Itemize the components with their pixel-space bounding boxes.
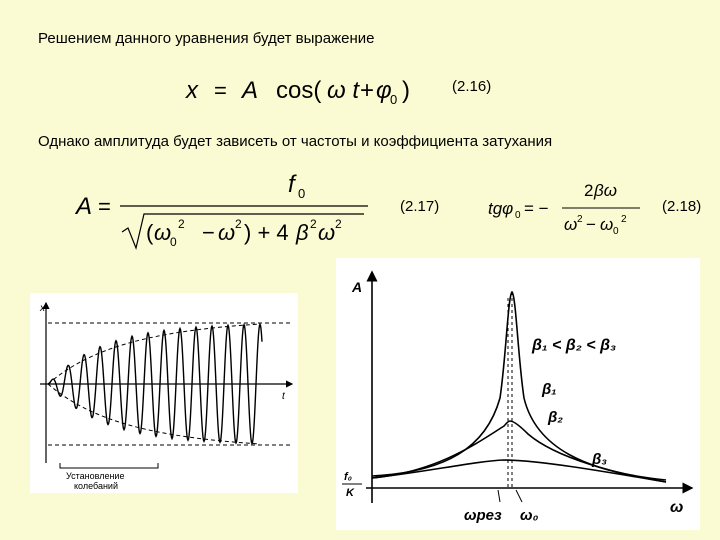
svg-text:) + 4: ) + 4 xyxy=(244,220,289,245)
omega0-pointer xyxy=(515,489,523,503)
svg-text:−: − xyxy=(586,215,596,234)
upper-envelope xyxy=(47,323,261,385)
svg-text:tgφ: tgφ xyxy=(488,199,513,218)
svg-text:2: 2 xyxy=(235,217,242,231)
f0-over-k-top: f₀ xyxy=(344,471,352,483)
equation-2-16-label: (2.16) xyxy=(452,78,492,95)
svg-text:x: x xyxy=(185,77,199,104)
a-axis-label: A xyxy=(351,279,362,295)
svg-text:ω: ω xyxy=(318,220,335,245)
svg-text:2: 2 xyxy=(577,214,583,225)
svg-text:(: ( xyxy=(146,220,154,245)
equation-2-17: A = f 0 ( ω 0 2 − ω 2 ) + 4 β 2 ω 2 xyxy=(74,168,374,252)
resonance-curves-plot: A ω β₁ < β₂ < β₃ β₁ β₂ β₃ ωрез ω₀ f₀ K xyxy=(342,270,694,524)
svg-text:= −: = − xyxy=(524,199,549,218)
equation-2-16: x = A cos( ω t + φ 0 ) xyxy=(180,70,440,110)
svg-text:2: 2 xyxy=(584,181,593,200)
oscillation-buildup-graph: x t Установление колебаний xyxy=(30,293,298,493)
svg-text:ω: ω xyxy=(600,215,613,234)
equation-2-18-label: (2.18) xyxy=(662,198,702,215)
equation-2-18-formula: tgφ 0 = − 2 βω ω 2 − ω 0 2 xyxy=(488,181,640,237)
beta3-label: β₃ xyxy=(591,451,607,468)
x-axis-label: x xyxy=(39,303,46,314)
equation-2-17-label: (2.17) xyxy=(400,198,440,215)
beta1-label: β₁ xyxy=(541,381,557,398)
svg-text:ω t: ω t xyxy=(327,77,360,104)
omega0-label: ω₀ xyxy=(520,507,539,524)
svg-text:φ: φ xyxy=(376,77,392,104)
curve-beta1 xyxy=(371,290,667,481)
svg-text:βω: βω xyxy=(593,181,617,200)
svg-text:2: 2 xyxy=(335,217,342,231)
omega-res-label: ωрез xyxy=(464,507,502,524)
svg-text:=: = xyxy=(98,194,111,219)
caption-line2: колебаний xyxy=(74,481,118,491)
caption-bracket xyxy=(59,463,159,469)
equation-2-18: tgφ 0 = − 2 βω ω 2 − ω 0 2 xyxy=(488,178,648,242)
equation-2-17-formula: A = f 0 ( ω 0 2 − ω 2 ) + 4 β 2 ω 2 xyxy=(74,171,368,250)
equation-2-16-formula: x = A cos( ω t + φ 0 ) xyxy=(185,77,410,107)
caption-line1: Установление xyxy=(66,471,124,481)
beta-relation-label: β₁ < β₂ < β₃ xyxy=(531,337,616,354)
svg-text:+: + xyxy=(360,77,374,104)
svg-text:2: 2 xyxy=(310,217,317,231)
svg-text:2: 2 xyxy=(178,217,185,231)
svg-text:f: f xyxy=(288,171,297,198)
t-axis-label: t xyxy=(282,391,286,402)
svg-text:0: 0 xyxy=(515,210,521,221)
f0-over-k-bottom: K xyxy=(346,487,355,499)
svg-text:): ) xyxy=(402,77,410,104)
curve-beta2 xyxy=(371,420,667,483)
svg-text:ω: ω xyxy=(218,220,235,245)
svg-text:0: 0 xyxy=(613,226,619,237)
svg-text:=: = xyxy=(214,78,227,103)
svg-text:−: − xyxy=(202,220,215,245)
resonance-curves-graph: A ω β₁ < β₂ < β₃ β₁ β₂ β₃ ωрез ω₀ f₀ K xyxy=(336,258,700,530)
svg-text:0: 0 xyxy=(298,186,305,201)
omega-res-pointer xyxy=(497,489,501,503)
omega-axis-label: ω xyxy=(670,499,683,516)
oscillation-curve xyxy=(47,322,263,446)
svg-text:0: 0 xyxy=(170,235,177,249)
svg-text:ω: ω xyxy=(154,220,171,245)
svg-text:cos(: cos( xyxy=(276,77,321,104)
svg-text:A: A xyxy=(74,193,92,220)
svg-text:0: 0 xyxy=(390,92,397,107)
svg-text:A: A xyxy=(240,77,258,104)
svg-text:β: β xyxy=(295,220,309,245)
oscillation-buildup-plot: x t Установление колебаний xyxy=(39,301,294,491)
amplitude-note: Однако амплитуда будет зависеть от часто… xyxy=(38,133,553,150)
svg-text:ω: ω xyxy=(564,215,577,234)
curve-beta3 xyxy=(371,459,667,483)
beta2-label: β₂ xyxy=(547,409,563,426)
intro-text: Решением данного уравнения будет выражен… xyxy=(38,30,375,47)
svg-text:2: 2 xyxy=(621,214,627,225)
